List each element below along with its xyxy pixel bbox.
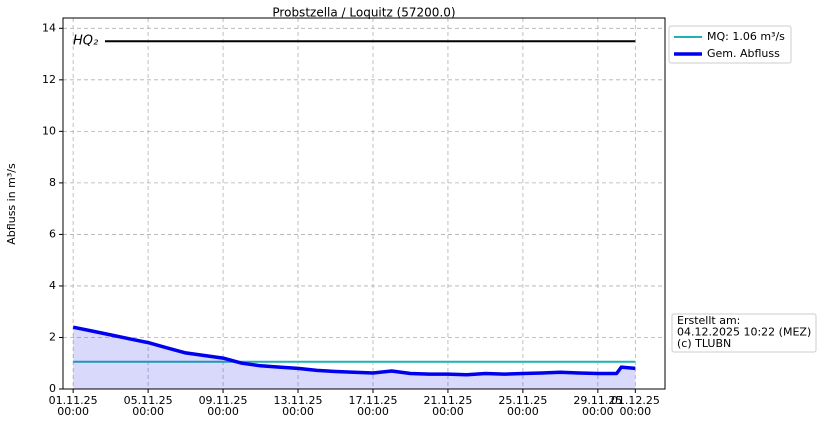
y-tick-label: 0 (49, 382, 56, 395)
x-tick-label-line: 00:00 (357, 405, 389, 418)
area (73, 327, 636, 389)
line (72, 325, 636, 377)
x-tick-label-line: 00:00 (619, 405, 651, 418)
x-tick-label-line: 00:00 (582, 405, 614, 418)
x-tick-label-line: 00:00 (432, 405, 464, 418)
x-tick-label-line: 29.11.25 (573, 394, 622, 407)
y-tick-label: 2 (49, 330, 56, 343)
y-tick-label: 4 (49, 279, 56, 292)
y-tick-label: 6 (49, 227, 56, 240)
x-tick-label: 25.11.25 00:00 (498, 394, 547, 418)
x-tick-label: 01.12.25 00:00 (611, 394, 660, 418)
x-tick-label: 09.11.25 00:00 (199, 394, 248, 418)
legend-label: Gem. Abfluss (707, 47, 780, 60)
x-tick-label-line: 00:00 (507, 405, 539, 418)
x-tick-label-line: 25.11.25 (498, 394, 547, 407)
x-tick-label-line: 00:00 (207, 405, 239, 418)
x-tick-label: 17.11.25 00:00 (348, 394, 397, 418)
x-tick-label-line: 00:00 (282, 405, 314, 418)
x-tick-label-line: 01.11.25 (49, 394, 98, 407)
x-tick-label: 01.11.25 00:00 (49, 394, 98, 418)
legend-label: MQ: 1.06 m³/s (707, 30, 785, 43)
x-tick-label: 13.11.25 00:00 (274, 394, 323, 418)
plot-frame (62, 17, 666, 390)
y-tick-label: 10 (42, 124, 56, 137)
x-tick-label: 29.11.25 00:00 (573, 394, 622, 418)
x-tick-label-line: 05.11.25 (124, 394, 173, 407)
reference-label: HQ₂ (73, 34, 98, 49)
info-text: Erstellt am: (677, 314, 740, 327)
chart-title: Probstzella / Loquitz (57200.0) (272, 6, 455, 20)
y-tick-label: 8 (49, 176, 56, 189)
x-tick-label-line: 09.11.25 (199, 394, 248, 407)
info-text: (c) TLUBN (677, 337, 731, 350)
x-tick-label-line: 13.11.25 (274, 394, 323, 407)
info-text: 04.12.2025 10:22 (MEZ) (677, 326, 811, 339)
y-tick-label: 12 (42, 73, 56, 86)
y-axis-label: Abfluss in m³/s (5, 163, 18, 245)
x-tick-label: 21.11.25 00:00 (423, 394, 472, 418)
info-box (671, 313, 817, 353)
x-tick-label-line: 00:00 (57, 405, 89, 418)
x-tick-label: 05.11.25 00:00 (124, 394, 173, 418)
y-tick-label: 14 (42, 21, 56, 34)
x-tick-label-line: 21.11.25 (423, 394, 472, 407)
x-tick-label-line: 00:00 (132, 405, 164, 418)
x-tick-label-line: 01.12.25 (611, 394, 660, 407)
x-tick-label-line: 17.11.25 (348, 394, 397, 407)
